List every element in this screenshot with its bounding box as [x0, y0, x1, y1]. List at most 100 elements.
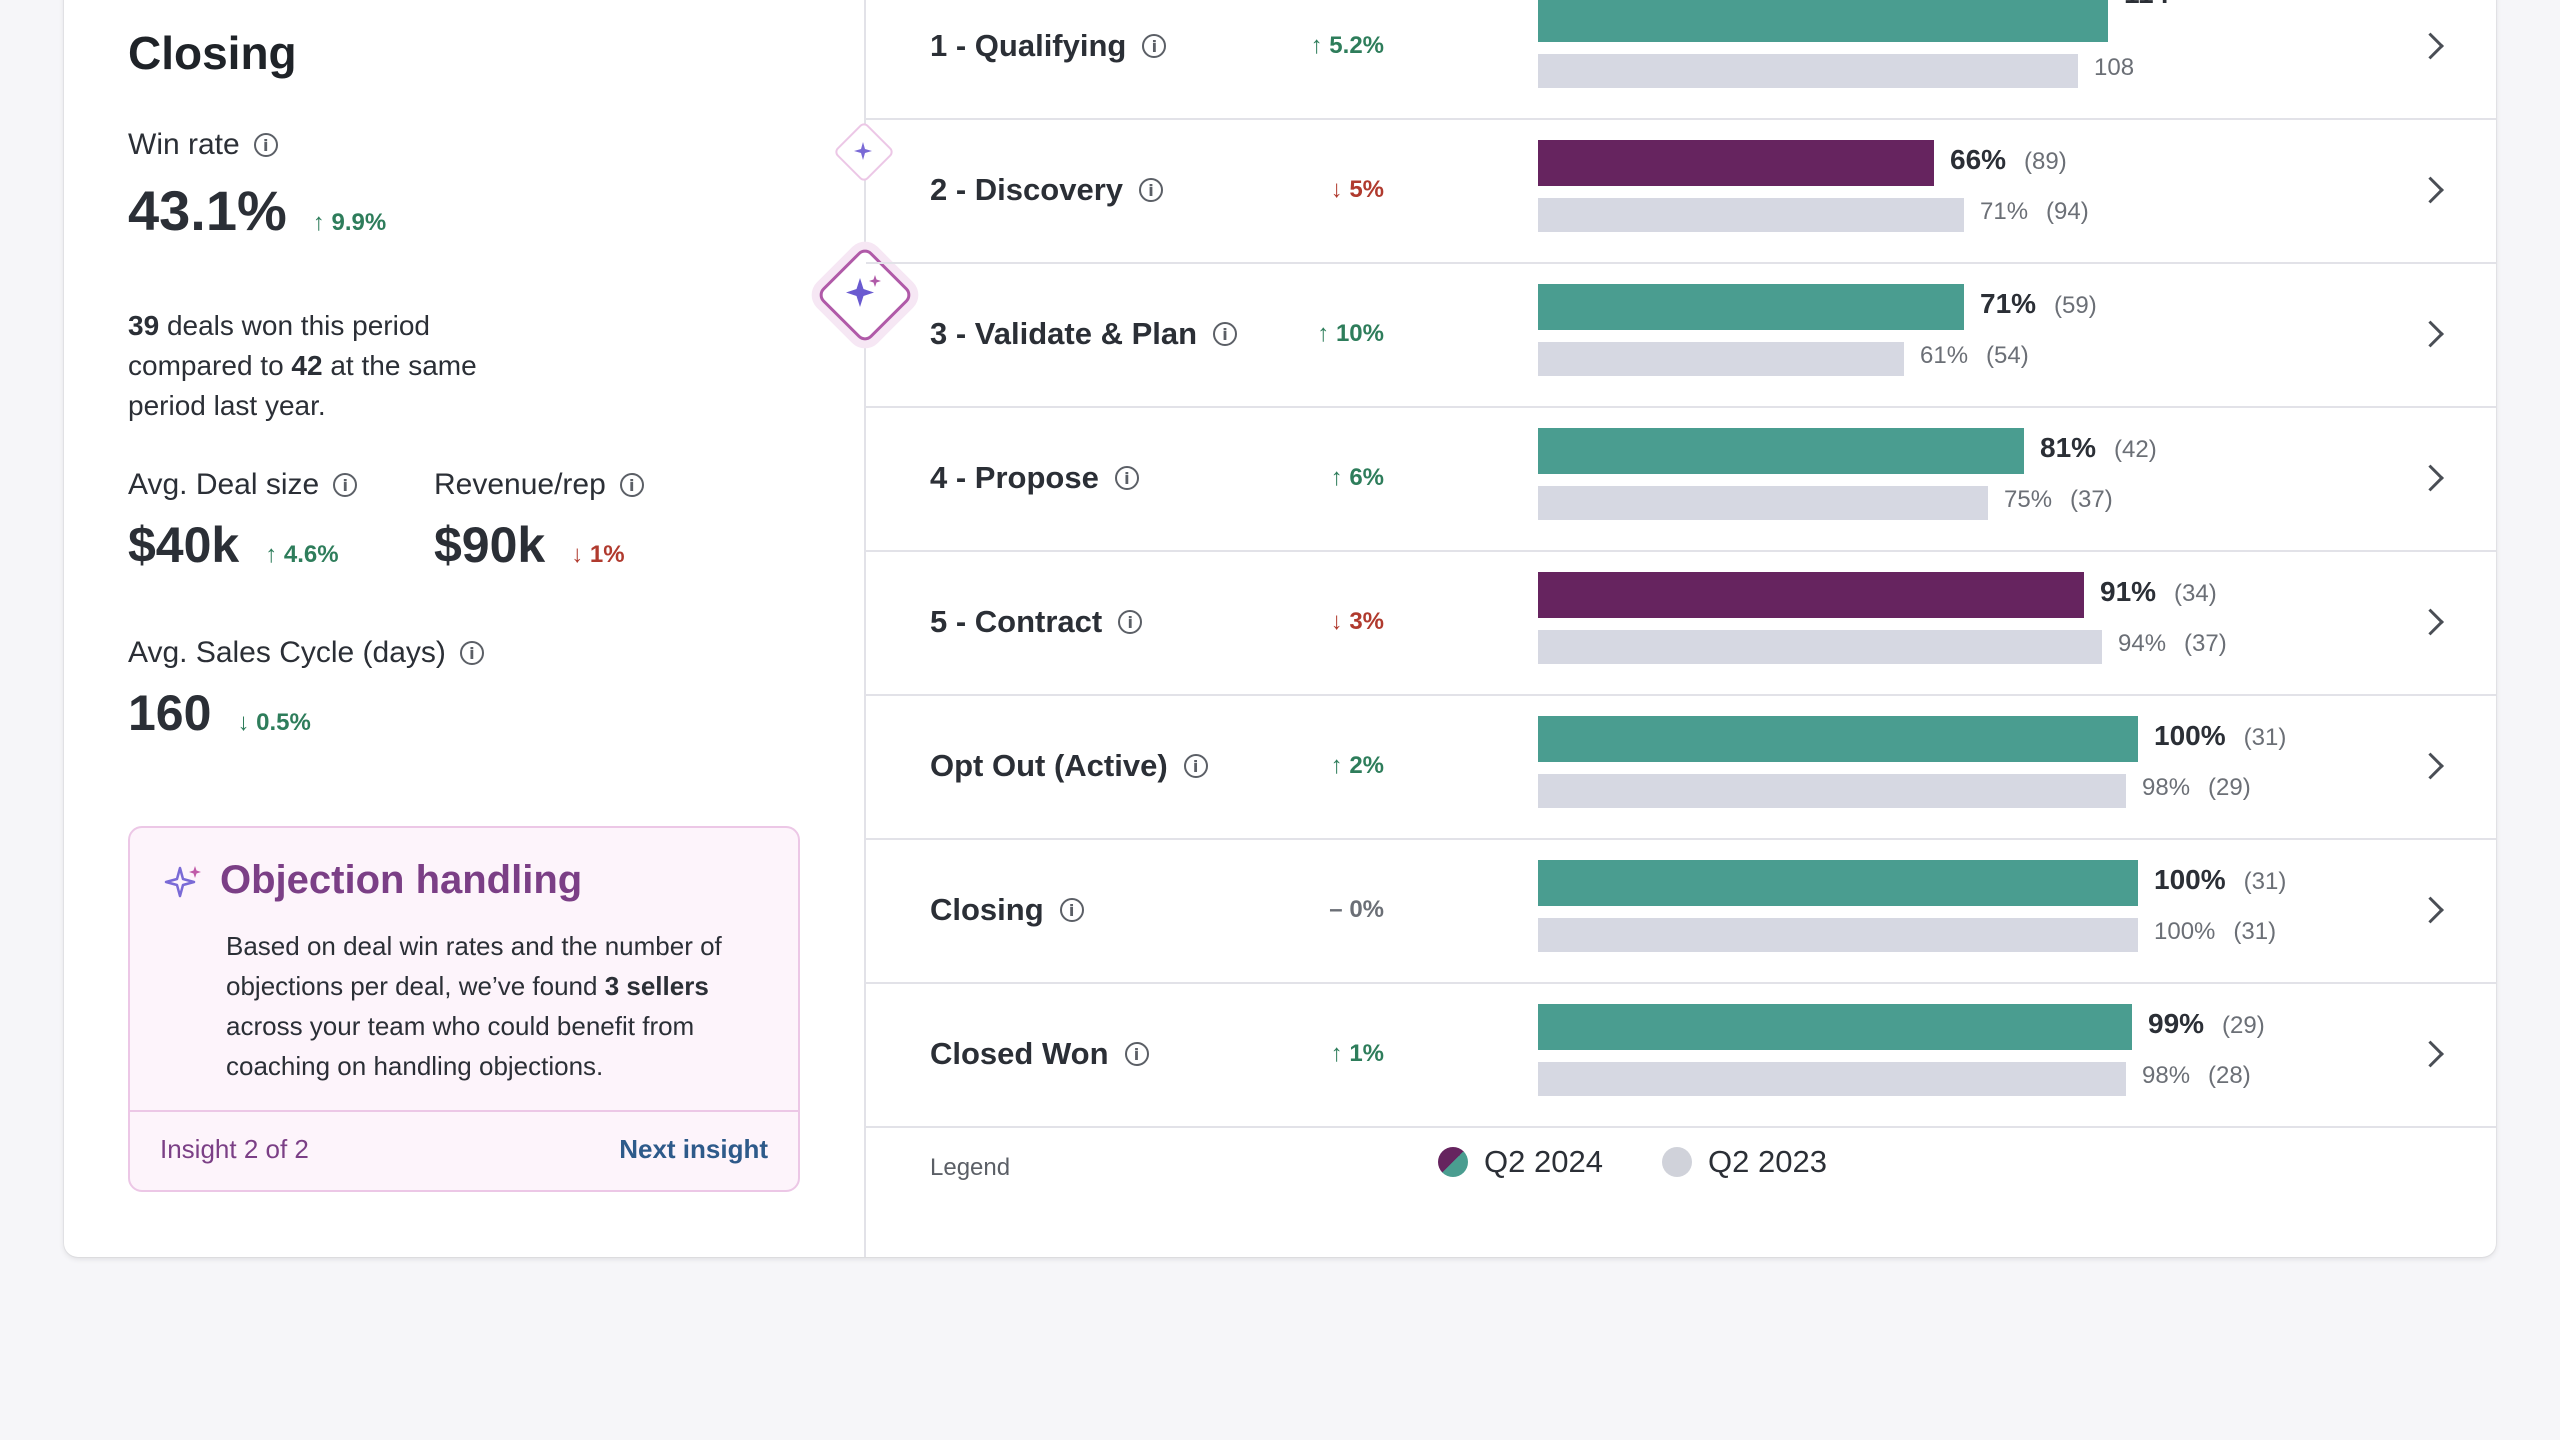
bar-count-q2-2024: (59): [2054, 292, 2097, 319]
stage-label: 2 - Discovery i: [930, 172, 1163, 208]
bar-value-q2-2024: 99%: [2148, 1008, 2205, 1039]
stage-name: Opt Out (Active): [930, 748, 1168, 783]
bar-q2-2024[interactable]: [1538, 1004, 2132, 1050]
info-icon[interactable]: i: [459, 641, 484, 665]
info-icon[interactable]: i: [1059, 898, 1084, 922]
funnel-row[interactable]: 1 - Qualifying i ↑ 5.2% 114 108: [866, 0, 2496, 120]
bar-label-q2-2024: 91% (34): [2100, 576, 2217, 608]
bar-q2-2023[interactable]: [1538, 774, 2126, 808]
funnel-row[interactable]: Closed Won i ↑ 1% 99% (29) 98% (28): [866, 982, 2496, 1128]
legend-item-q2-2024: Q2 2024: [1438, 1144, 1603, 1180]
deals-won-count: 39: [128, 310, 160, 341]
funnel-row[interactable]: Closing i – 0% 100% (31) 100% (31): [866, 838, 2496, 984]
legend-swatch-q2-2023: [1662, 1147, 1692, 1177]
bar-count-q2-2024: (31): [2243, 868, 2287, 895]
bar-q2-2023[interactable]: [1538, 198, 1964, 232]
stage-delta: – 0%: [1329, 896, 1384, 923]
bar-label-q2-2024: 100% (31): [2154, 720, 2286, 752]
bar-label-q2-2023: 98% (28): [2142, 1062, 2251, 1090]
bar-q2-2024[interactable]: [1538, 0, 2108, 42]
summary-panel: Closing Win rate i 43.1% ↑ 9.9% 39 deals…: [64, 0, 866, 1257]
bar-q2-2023[interactable]: [1538, 342, 1904, 376]
bar-count-q2-2024: (42): [2114, 436, 2157, 463]
bar-count-q2-2023: (31): [2233, 918, 2277, 945]
bar-value-q2-2024: 91%: [2100, 576, 2157, 607]
info-icon[interactable]: i: [1124, 1042, 1149, 1066]
info-icon[interactable]: i: [1139, 178, 1163, 202]
chevron-right-icon[interactable]: [2417, 608, 2444, 636]
bar-q2-2024[interactable]: [1538, 284, 1964, 330]
bar-label-q2-2024: 100% (31): [2154, 864, 2286, 896]
win-rate-value: 43.1%: [128, 179, 287, 242]
chevron-right-icon[interactable]: [2417, 176, 2444, 204]
funnel-row[interactable]: 4 - Propose i ↑ 6% 81% (42) 75% (37): [866, 406, 2496, 552]
bar-q2-2023[interactable]: [1538, 630, 2102, 664]
bar-q2-2024[interactable]: [1538, 716, 2138, 762]
stage-delta-value: 6%: [1349, 464, 1384, 491]
bar-q2-2024[interactable]: [1538, 428, 2024, 474]
stage-label: Closed Won i: [930, 1036, 1149, 1072]
stage-label: 3 - Validate & Plan i: [930, 316, 1238, 352]
chevron-right-icon[interactable]: [2417, 320, 2444, 348]
stage-label: 4 - Propose i: [930, 460, 1139, 496]
sparkle-icon: [854, 142, 872, 160]
sales-cycle-delta-value: 0.5%: [256, 709, 311, 736]
sparkle-icon: [846, 275, 881, 307]
chevron-right-icon[interactable]: [2417, 896, 2444, 924]
avg-deal-delta: ↑ 4.6%: [265, 541, 339, 568]
bar-label-q2-2024: 81% (42): [2040, 432, 2157, 464]
bar-q2-2024[interactable]: [1538, 140, 1934, 186]
info-icon[interactable]: i: [253, 133, 278, 157]
legend-text-q2-2024: Q2 2024: [1484, 1144, 1603, 1179]
bar-label-q2-2024: 66% (89): [1950, 144, 2067, 176]
stage-delta: ↑ 10%: [1317, 320, 1384, 347]
bar-value-q2-2023: 108: [2094, 54, 2135, 81]
bar-count-q2-2023: (54): [1986, 342, 2029, 369]
deals-won-description: 39 deals won this period compared to 42 …: [128, 306, 548, 426]
chevron-right-icon[interactable]: [2417, 32, 2444, 60]
bar-count-q2-2024: (31): [2243, 724, 2287, 751]
insight-body: Based on deal win rates and the number o…: [226, 926, 766, 1086]
stage-name: 2 - Discovery: [930, 172, 1123, 207]
bar-count-q2-2023: (28): [2208, 1062, 2251, 1089]
bar-q2-2024[interactable]: [1538, 860, 2138, 906]
info-icon[interactable]: i: [1118, 610, 1143, 634]
funnel-row[interactable]: 2 - Discovery i ↓ 5% 66% (89) 71% (94): [866, 118, 2496, 264]
chevron-right-icon[interactable]: [2417, 1040, 2444, 1068]
info-icon[interactable]: i: [1114, 466, 1139, 490]
funnel-row[interactable]: 3 - Validate & Plan i ↑ 10% 71% (59) 61% (54): [866, 262, 2496, 408]
info-icon[interactable]: i: [619, 473, 644, 497]
revenue-rep-delta: ↓ 1%: [571, 541, 625, 568]
sales-cycle-label: Avg. Sales Cycle (days) i: [128, 636, 484, 670]
bar-q2-2023[interactable]: [1538, 486, 1988, 520]
info-icon[interactable]: i: [333, 473, 358, 497]
stage-delta: ↓ 5%: [1330, 176, 1384, 203]
legend-label: Legend: [930, 1154, 1011, 1181]
win-rate-label-text: Win rate: [128, 128, 240, 161]
revenue-rep-value: $90k: [434, 517, 546, 573]
legend-item-q2-2023: Q2 2023: [1662, 1144, 1827, 1180]
funnel-row[interactable]: 5 - Contract i ↓ 3% 91% (34) 94% (37): [866, 550, 2496, 696]
info-icon[interactable]: i: [1142, 34, 1167, 58]
deals-won-text: deals won this period compared to: [128, 310, 430, 381]
chevron-right-icon[interactable]: [2417, 752, 2444, 780]
stage-delta-value: 0%: [1349, 896, 1384, 923]
chevron-right-icon[interactable]: [2417, 464, 2444, 492]
info-icon[interactable]: i: [1183, 754, 1208, 778]
funnel-row[interactable]: Opt Out (Active) i ↑ 2% 100% (31) 98% (29): [866, 694, 2496, 840]
stage-name: 3 - Validate & Plan: [930, 316, 1198, 351]
bar-count-q2-2023: (37): [2184, 630, 2227, 657]
bar-q2-2024[interactable]: [1538, 572, 2084, 618]
bar-value-q2-2024: 71%: [1980, 288, 2037, 319]
stage-delta: ↓ 3%: [1330, 608, 1384, 635]
bar-q2-2023[interactable]: [1538, 918, 2138, 952]
stage-name: 1 - Qualifying: [930, 28, 1127, 63]
bar-q2-2023[interactable]: [1538, 1062, 2126, 1096]
bar-q2-2023[interactable]: [1538, 54, 2078, 88]
revenue-rep-label: Revenue/rep i: [434, 468, 644, 502]
insight-body-post: across your team who could benefit from …: [226, 1011, 695, 1081]
next-insight-link[interactable]: Next insight: [619, 1134, 768, 1164]
info-icon[interactable]: i: [1213, 322, 1238, 346]
stage-delta-value: 5.2%: [1329, 32, 1384, 59]
stage-label: 5 - Contract i: [930, 604, 1143, 640]
